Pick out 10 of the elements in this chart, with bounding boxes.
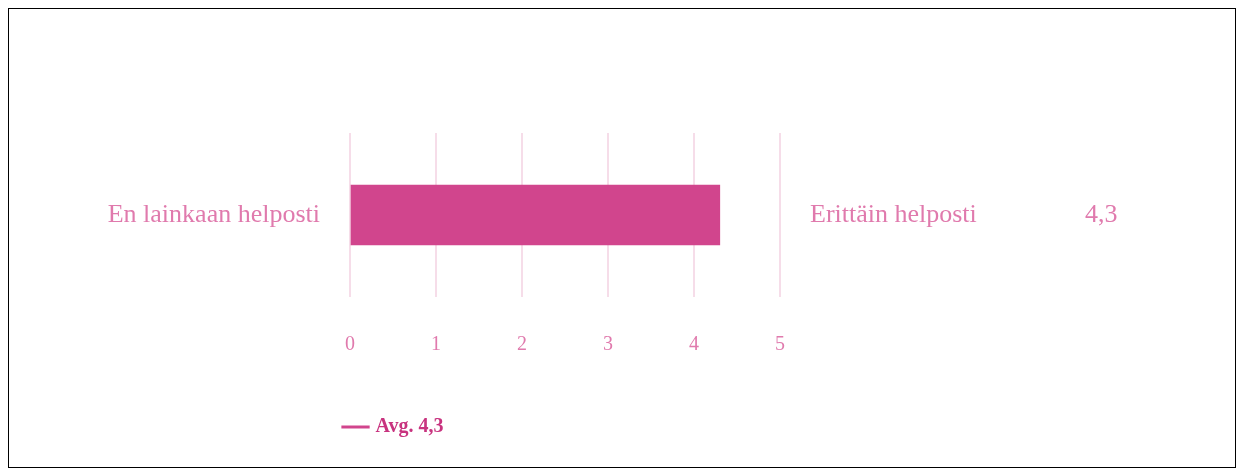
x-tick-label: 1 bbox=[431, 332, 441, 355]
legend-label: Avg. 4,3 bbox=[375, 414, 444, 438]
x-tick-label: 2 bbox=[517, 332, 527, 355]
x-tick-label: 3 bbox=[603, 332, 613, 355]
y-tick-label: En lainkaan helposti bbox=[107, 198, 320, 228]
text: Erittäin helposti bbox=[810, 198, 977, 228]
x-tick-label: 5 bbox=[775, 332, 785, 355]
x-tick-label: 0 bbox=[345, 332, 355, 355]
text: 4,3 bbox=[1085, 198, 1118, 228]
x-tick-label: 4 bbox=[689, 332, 699, 355]
